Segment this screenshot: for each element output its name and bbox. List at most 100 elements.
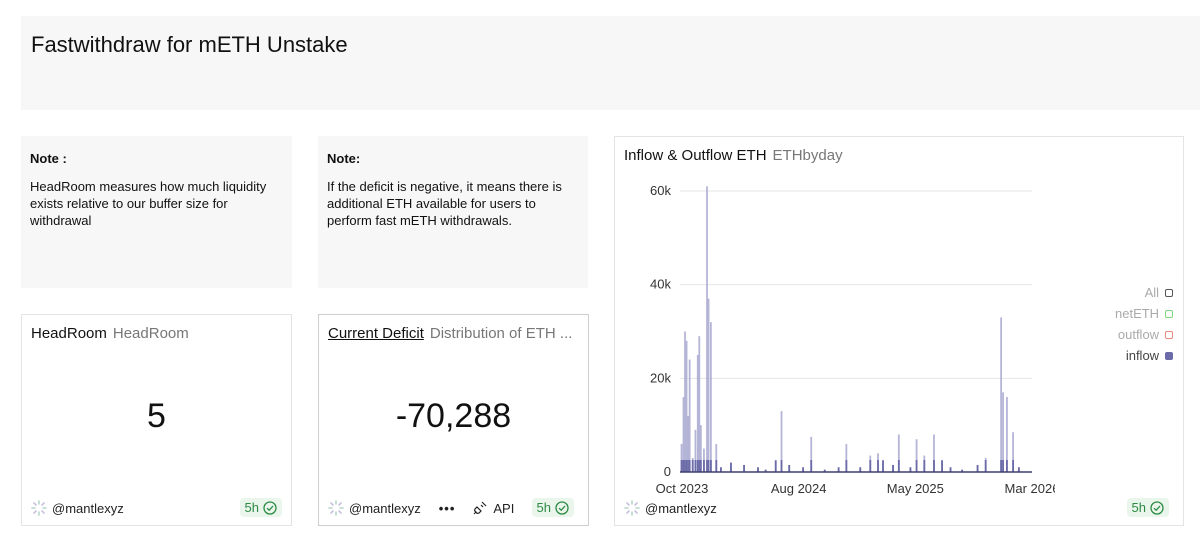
note-heading: Note: [327, 151, 361, 166]
card-footer: @mantlexyz ••• API [328, 500, 514, 516]
inflow-bar[interactable] [897, 434, 900, 472]
legend-label: All [1144, 285, 1160, 300]
inflow-bar[interactable] [682, 397, 685, 472]
card-header: Inflow & Outflow ETH ETHbyday [624, 147, 843, 164]
freshness-badge[interactable]: 5h [239, 498, 282, 517]
inflow-bar[interactable] [1002, 392, 1004, 472]
x-tick-label: May 2025 [887, 481, 944, 496]
freshness-label: 5h [1131, 500, 1146, 515]
headroom-value: 5 [147, 397, 166, 435]
freshness-badge[interactable]: 5h [531, 498, 574, 517]
card-title[interactable]: HeadRoom [31, 325, 107, 342]
inflow-bar[interactable] [915, 439, 918, 472]
x-tick-label: Mar 2026 [1005, 481, 1055, 496]
inflow-bar-base [976, 464, 979, 472]
inflow-bar-base [774, 460, 777, 472]
user-avatar-icon[interactable] [624, 500, 640, 516]
legend-label: inflow [1125, 348, 1160, 363]
inflow-bar[interactable] [684, 331, 686, 473]
inflow-bar[interactable] [1012, 432, 1014, 472]
legend-item-all[interactable]: All [1115, 282, 1174, 303]
inflow-bar-base [699, 460, 702, 472]
inflow-bar[interactable] [698, 336, 701, 472]
legend-item-neteth[interactable]: netETH [1115, 303, 1174, 324]
x-tick-label: Aug 2024 [771, 481, 827, 496]
inflow-bar[interactable] [699, 425, 702, 472]
inflow-bar-base [694, 460, 697, 472]
inflow-bar[interactable] [715, 443, 718, 472]
user-avatar-icon[interactable] [328, 500, 344, 516]
inflow-bar-base [961, 469, 964, 472]
inflow-bar[interactable] [696, 354, 699, 472]
inflow-bar-base [698, 460, 701, 472]
user-name[interactable]: @mantlexyz [349, 500, 421, 516]
plug-icon[interactable] [473, 501, 487, 515]
inflow-bar[interactable] [933, 434, 935, 472]
x-tick-label: Oct 2023 [656, 481, 709, 496]
inflow-bar-base [823, 469, 826, 472]
freshness-label: 5h [536, 500, 551, 515]
more-options-button[interactable]: ••• [438, 500, 456, 516]
check-circle-icon [263, 500, 277, 515]
inflow-bar-base [780, 460, 783, 472]
inflow-bar-base [859, 467, 862, 472]
note-heading: Note : [30, 151, 67, 166]
inflow-bar[interactable] [1000, 317, 1003, 472]
inflow-bar-base [764, 469, 767, 472]
chart-legend: All netETH outflow inflow [1115, 282, 1174, 366]
inflow-bar-base [1000, 460, 1003, 472]
user-avatar-icon[interactable] [31, 500, 47, 516]
freshness-label: 5h [244, 500, 259, 515]
card-header: HeadRoom HeadRoom [31, 325, 189, 342]
user-name[interactable]: @mantlexyz [52, 500, 124, 516]
freshness-badge[interactable]: 5h [1126, 498, 1169, 517]
inflow-bar[interactable] [688, 359, 691, 472]
api-button[interactable]: API [493, 500, 515, 516]
y-tick-label: 60k [650, 183, 671, 198]
inflow-bar-base [696, 460, 699, 472]
inflow-bar-base [923, 460, 926, 472]
card-footer: @mantlexyz [31, 500, 124, 516]
inflow-bar-base [802, 467, 805, 472]
inflow-bar[interactable] [694, 429, 697, 472]
flow-chart[interactable]: 0 20k 40k 60k Oct 2023 Aug 2024 May 2025 Mar 20… [615, 179, 1055, 499]
inflow-bar-base [897, 460, 900, 472]
legend-item-inflow[interactable]: inflow [1115, 345, 1174, 366]
deficit-note-card: Note: If the deficit is negative, it mea… [318, 136, 588, 288]
inflow-bar[interactable] [685, 340, 688, 472]
inflow-bar[interactable] [709, 322, 712, 472]
card-title-link[interactable]: Current Deficit [328, 325, 424, 342]
card-title[interactable]: Inflow & Outflow ETH [624, 147, 767, 164]
legend-item-outflow[interactable]: outflow [1115, 324, 1174, 345]
inflow-bar[interactable] [810, 436, 813, 472]
inflow-bar-base [685, 460, 688, 472]
inflow-bar-base [706, 460, 708, 472]
legend-swatch [1165, 330, 1174, 339]
inflow-bar[interactable] [707, 298, 710, 472]
inflow-bar-base [757, 467, 759, 472]
inflow-bar-base [1002, 460, 1004, 472]
inflow-bar-base [680, 460, 683, 472]
inflow-bar[interactable] [680, 443, 683, 472]
inflow-bar-base [743, 464, 745, 472]
user-name[interactable]: @mantlexyz [645, 500, 717, 516]
inflow-bar[interactable] [845, 443, 848, 472]
inflow-bar-base [720, 467, 722, 472]
check-circle-icon [555, 500, 569, 515]
inflow-bar-base [684, 460, 686, 472]
inflow-bar-base [688, 460, 691, 472]
inflow-bar-base [707, 460, 710, 472]
headroom-card: HeadRoom HeadRoom 5 @mantlexyz 5h [21, 314, 292, 526]
inflow-bar[interactable] [780, 411, 783, 472]
y-tick-label: 0 [664, 464, 671, 479]
inflow-bar[interactable] [687, 415, 690, 472]
inflow-bar[interactable] [1006, 397, 1008, 472]
inflow-bar-base [715, 460, 718, 472]
card-header: Current Deficit Distribution of ETH ... [328, 325, 572, 342]
deficit-card: Current Deficit Distribution of ETH ... -… [318, 314, 589, 526]
inflow-bar-base [909, 467, 912, 472]
inflow-bar-base [730, 462, 732, 472]
inflow-bar[interactable] [706, 186, 708, 473]
dashboard-title-card: Fastwithdraw for mETH Unstake [21, 16, 1200, 110]
inflow-bar-base [882, 460, 884, 472]
